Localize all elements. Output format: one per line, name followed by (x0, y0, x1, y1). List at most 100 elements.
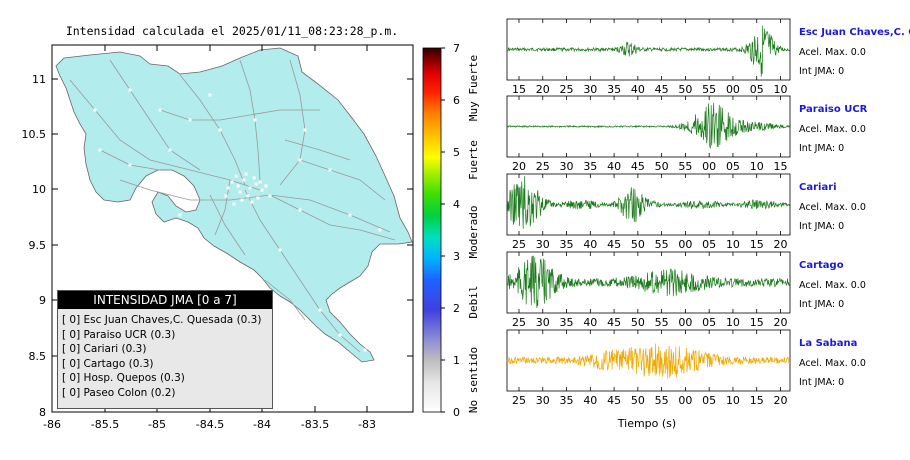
legend-item[interactable]: [ 0] Cartago (0.3) (62, 357, 154, 370)
time-tick: 20 (773, 316, 787, 329)
time-tick: 35 (560, 316, 574, 329)
time-tick: 55 (702, 83, 716, 96)
legend-item[interactable]: [ 0] Cariari (0.3) (62, 343, 147, 356)
station-intensity: Int JMA: 0 (799, 377, 844, 388)
station-name[interactable]: La Sabana (799, 338, 857, 349)
waveform-trace (506, 25, 790, 77)
seismogram-panel[interactable]: 25 30 35 40 45 50 55 00 05 10 15 20 La Sabana Acel. M… (506, 329, 866, 407)
station-name[interactable]: Paraiso UCR (799, 104, 868, 115)
map-x-tick: -85.5 (91, 418, 119, 431)
time-tick: 45 (655, 83, 669, 96)
time-tick: 50 (655, 160, 669, 173)
time-tick: 55 (678, 160, 692, 173)
time-tick: 00 (678, 316, 692, 329)
station-intensity: Int JMA: 0 (799, 143, 844, 154)
seismogram-panel[interactable]: 15 20 25 30 35 40 45 50 55 00 05 10 Esc Juan Chaves,… (506, 18, 910, 96)
station-accel: Acel. Max. 0.0 (799, 124, 866, 135)
colorbar-tick: 2 (453, 302, 460, 315)
colorbar-tick: 4 (453, 198, 460, 211)
map-title: Intensidad calculada el 2025/01/11_08:23… (66, 24, 398, 38)
time-tick: 45 (631, 160, 645, 173)
time-tick: 05 (702, 238, 716, 251)
map-y-tick: 9.5 (29, 239, 47, 252)
time-tick: 10 (726, 238, 740, 251)
time-tick: 15 (750, 238, 764, 251)
seismogram-panel[interactable]: 25 30 35 40 45 50 55 00 05 10 15 20 Cartago Acel. Max… (506, 251, 866, 329)
legend-item[interactable]: [ 0] Esc Juan Chaves,C. Quesada (0.3) (62, 314, 262, 326)
colorbar-tick: 6 (453, 94, 460, 107)
station-intensity: Int JMA: 0 (799, 66, 844, 77)
time-tick: 50 (631, 238, 645, 251)
colorbar-ticks: 0 1 2 3 4 5 6 7 (441, 42, 460, 419)
waveform-trace (506, 343, 791, 379)
time-tick: 40 (583, 394, 597, 407)
legend-title: INTENSIDAD JMA [0 a 7] (58, 291, 272, 309)
costa-rica-map[interactable] (55, 47, 413, 363)
time-tick: 45 (607, 238, 621, 251)
time-tick: 30 (583, 83, 597, 96)
time-tick: 05 (702, 394, 716, 407)
time-tick: 20 (773, 238, 787, 251)
time-tick: 00 (678, 238, 692, 251)
time-tick: 25 (536, 160, 550, 173)
time-tick: 10 (726, 316, 740, 329)
time-tick: 35 (560, 394, 574, 407)
map-x-tick: -83.5 (301, 418, 329, 431)
legend-item[interactable]: [ 0] Paseo Colon (0.2) (62, 386, 176, 399)
colorbar-label: Moderado (467, 206, 480, 259)
colorbar-tick: 5 (453, 146, 460, 159)
colorbar-label: Muy Fuerte (467, 55, 480, 121)
time-tick: 35 (607, 83, 621, 96)
station-name[interactable]: Cartago (799, 260, 844, 271)
time-tick: 05 (726, 160, 740, 173)
seismogram-panels: 15 20 25 30 35 40 45 50 55 00 05 10 Esc Juan Chaves,… (506, 18, 910, 407)
colorbar-label: No sentido (467, 347, 480, 413)
colorbar-tick: 3 (453, 250, 460, 263)
time-tick: 40 (607, 160, 621, 173)
station-intensity: Int JMA: 0 (799, 221, 844, 232)
intensity-legend: INTENSIDAD JMA [0 a 7] [ 0] Esc Juan Cha… (57, 290, 273, 409)
time-axis-label: Tiempo (s) (617, 417, 676, 430)
time-tick: 20 (773, 394, 787, 407)
map-y-tick: 10.5 (22, 128, 47, 141)
time-tick: 05 (702, 316, 716, 329)
time-tick: 25 (560, 83, 574, 96)
time-tick: 55 (655, 394, 669, 407)
map-x-tick: -83 (358, 418, 376, 431)
time-tick: 10 (726, 394, 740, 407)
time-tick: 30 (560, 160, 574, 173)
time-tick: 10 (773, 83, 787, 96)
time-tick: 00 (702, 160, 716, 173)
time-tick: 40 (631, 83, 645, 96)
station-accel: Acel. Max. 0.0 (799, 47, 866, 58)
time-tick: 05 (750, 83, 764, 96)
time-tick: 15 (750, 394, 764, 407)
time-tick: 40 (583, 238, 597, 251)
legend-item[interactable]: [ 0] Paraiso UCR (0.3) (62, 328, 176, 341)
map-x-tick: -84.5 (196, 418, 224, 431)
time-tick: 45 (607, 394, 621, 407)
time-tick: 00 (726, 83, 740, 96)
time-tick: 55 (655, 238, 669, 251)
station-name[interactable]: Esc Juan Chaves,C. Qu (799, 27, 910, 38)
time-tick: 35 (583, 160, 597, 173)
time-tick: 40 (583, 316, 597, 329)
station-accel: Acel. Max. 0.0 (799, 202, 866, 213)
map-axes: -86 -85.5 -85 -84.5 -84 -83.5 -83 11 10.5 10 9.5 9 8… (22, 45, 413, 431)
seismogram-panel[interactable]: 20 25 30 35 40 45 50 55 00 05 10 15 Paraiso UCR Acel.… (506, 95, 868, 173)
time-tick: 55 (655, 316, 669, 329)
time-tick: 45 (607, 316, 621, 329)
map-x-tick: -85 (148, 418, 166, 431)
map-y-tick: 10 (32, 183, 46, 196)
time-tick: 50 (631, 394, 645, 407)
station-intensity: Int JMA: 0 (799, 299, 844, 310)
legend-item[interactable]: [ 0] Hosp. Quepos (0.3) (62, 372, 185, 385)
map-y-tick: 11 (32, 73, 46, 86)
map-y-tick: 8 (39, 406, 46, 419)
waveform-trace (506, 176, 791, 229)
station-accel: Acel. Max. 0.0 (799, 358, 866, 369)
seismogram-panel[interactable]: 25 30 35 40 45 50 55 00 05 10 15 20 Cariari Acel. Max… (506, 173, 866, 251)
station-name[interactable]: Cariari (799, 182, 837, 193)
time-tick: 20 (512, 160, 526, 173)
